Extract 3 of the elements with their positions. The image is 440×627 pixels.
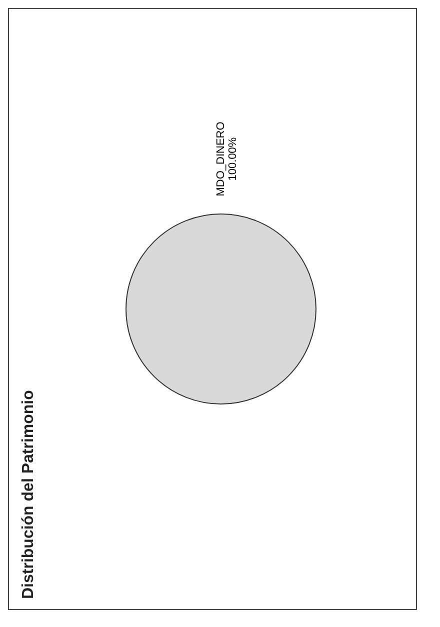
text: Distribución del Patrimonio	[20, 390, 37, 599]
slice-label: MDO_DINERO	[215, 121, 227, 196]
data-label: 100.00%	[227, 137, 239, 181]
